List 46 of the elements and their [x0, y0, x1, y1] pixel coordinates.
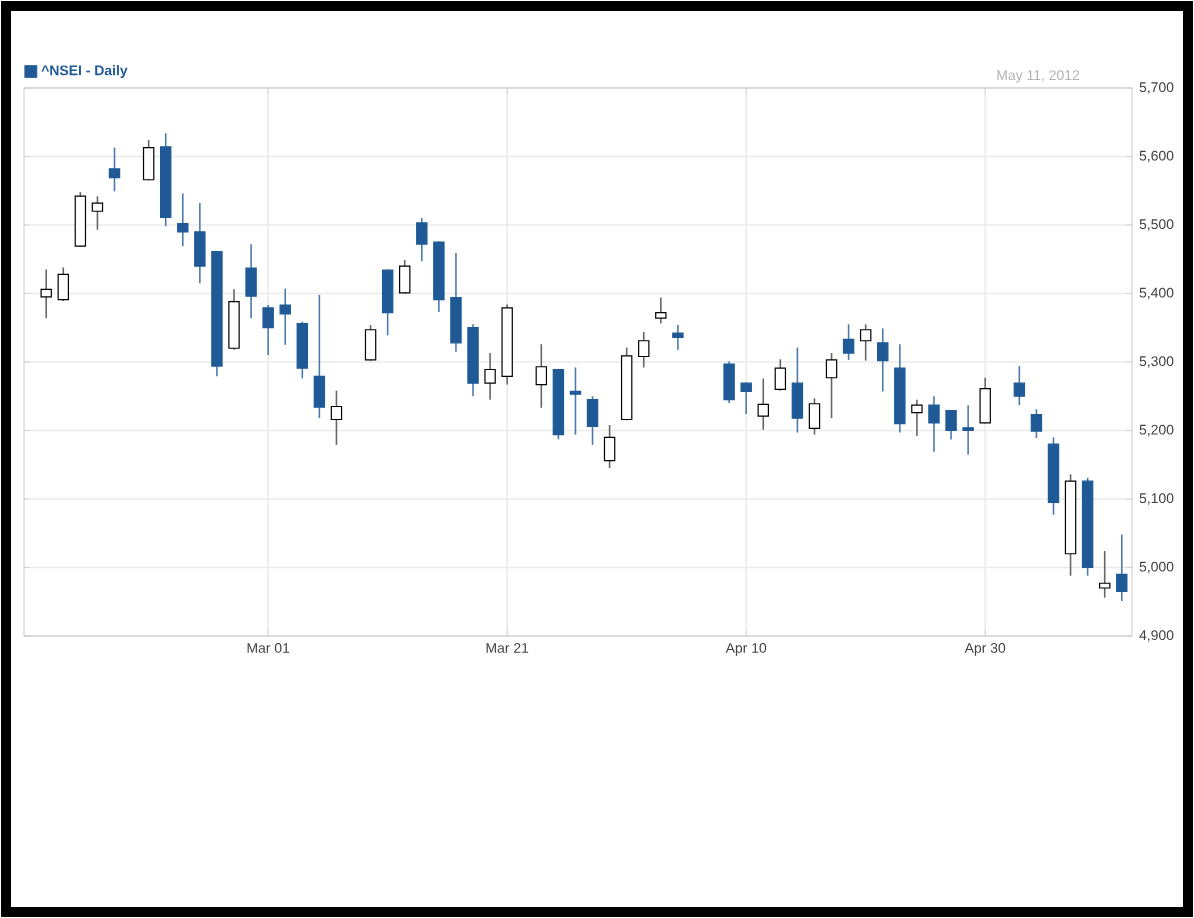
- candlestick: [859, 323, 872, 362]
- candlestick: [450, 252, 462, 353]
- candlestick: [484, 352, 496, 401]
- candlestick: [979, 376, 991, 425]
- candlestick: [911, 398, 923, 437]
- candlestick: [91, 195, 104, 231]
- candlestick: [228, 288, 240, 351]
- candlestick: [245, 243, 257, 319]
- candlestick: [40, 268, 52, 319]
- candlestick: [757, 377, 769, 431]
- candlestick: [569, 366, 582, 436]
- candlestick: [842, 323, 855, 361]
- candlestick: [723, 360, 735, 404]
- candlestick: [791, 346, 804, 434]
- candlestick: [962, 404, 974, 456]
- candlestick: [262, 304, 274, 356]
- candlestick: [655, 296, 667, 325]
- candlestick: [877, 327, 889, 393]
- candlestick: [364, 324, 377, 362]
- candlestick: [740, 381, 752, 415]
- candlestick: [108, 146, 121, 193]
- candlestick: [296, 320, 309, 380]
- candlestick: [1013, 365, 1026, 406]
- candlestick: [1116, 533, 1128, 602]
- candlestick: [57, 266, 70, 302]
- candlestick: [279, 287, 291, 346]
- candlestick: [638, 331, 650, 369]
- candlestick: [177, 192, 189, 248]
- candlestick: [416, 217, 428, 263]
- candlestick: [825, 352, 838, 419]
- candlestick: [381, 268, 394, 337]
- candlestick: [945, 409, 957, 441]
- candlestick: [313, 294, 326, 419]
- candlestick: [535, 343, 548, 409]
- candlestick: [330, 389, 343, 446]
- candlestick: [586, 395, 599, 446]
- candlestick: [808, 397, 821, 436]
- candlestick: [399, 259, 411, 295]
- candlestick: [774, 358, 787, 392]
- candlestick: [1030, 408, 1043, 439]
- candlestick: [672, 324, 684, 351]
- candlestick: [142, 139, 155, 182]
- candlestick: [194, 202, 206, 284]
- candlestick: [603, 424, 616, 469]
- candlestick: [928, 395, 940, 453]
- candlestick: [1098, 550, 1111, 599]
